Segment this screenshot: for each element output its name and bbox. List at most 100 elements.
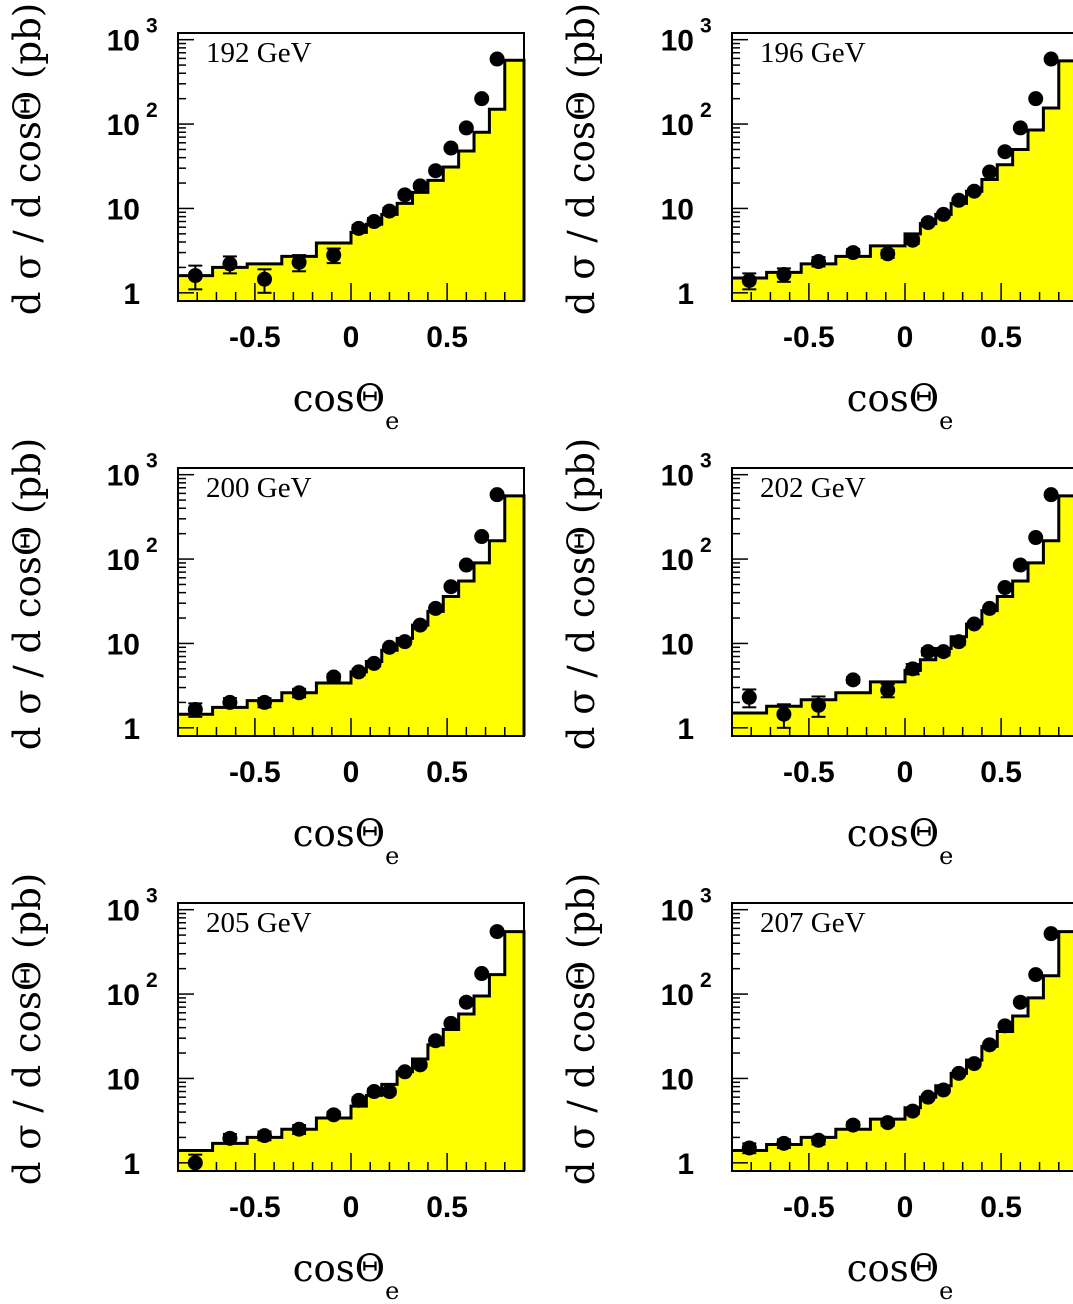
y-tick-label: 1 — [677, 713, 694, 746]
x-tick-label: 0.5 — [980, 756, 1022, 789]
data-point — [997, 580, 1013, 596]
x-axis-title: cosΘe — [847, 812, 954, 870]
data-point — [920, 644, 936, 660]
data-point — [1012, 557, 1028, 573]
data-point — [776, 266, 792, 282]
data-point — [428, 163, 444, 179]
histogram-fill — [178, 931, 524, 1171]
data-point — [489, 924, 505, 940]
energy-label: 200 GeV — [206, 472, 312, 504]
x-tick-label: -0.5 — [783, 756, 835, 789]
x-tick-label: 0 — [343, 756, 360, 789]
data-point — [811, 1132, 826, 1148]
x-axis-title-subscript: e — [939, 842, 953, 870]
data-point — [982, 600, 998, 616]
data-point — [458, 557, 474, 573]
x-axis-title-main: cosΘ — [293, 1247, 385, 1290]
data-point — [880, 1115, 896, 1131]
y-tick-label: 1 — [677, 1148, 694, 1181]
data-point — [397, 634, 413, 650]
data-point — [351, 1092, 367, 1108]
data-point — [845, 672, 861, 688]
x-axis-title-subscript: e — [385, 407, 399, 435]
x-tick-label: -0.5 — [229, 756, 281, 789]
y-axis-title: d σ / d cosΘ (pb) — [560, 438, 603, 750]
data-point — [474, 529, 490, 545]
data-point — [776, 706, 792, 722]
histogram-line — [178, 930, 526, 1171]
data-point — [905, 1103, 921, 1119]
data-point — [351, 220, 367, 236]
y-tick-label: 10 — [661, 460, 694, 493]
data-point — [935, 206, 951, 222]
data-point — [1043, 51, 1059, 67]
x-axis-title-main: cosΘ — [293, 812, 385, 855]
data-point — [412, 617, 428, 633]
y-tick-exponent: 3 — [700, 15, 712, 38]
data-point — [366, 1084, 382, 1100]
x-axis-title: cosΘe — [293, 377, 400, 435]
data-point — [257, 694, 272, 710]
data-point — [982, 164, 998, 180]
histogram-fill — [178, 60, 524, 302]
data-point — [489, 487, 505, 503]
y-tick-label: 1 — [123, 713, 140, 746]
histogram-line — [732, 494, 1073, 715]
data-point — [920, 1089, 936, 1105]
data-point — [997, 144, 1013, 160]
energy-label: 196 GeV — [760, 37, 866, 69]
data-point — [381, 639, 397, 655]
data-point — [1043, 926, 1059, 942]
data-point — [412, 1057, 428, 1073]
data-point — [443, 579, 459, 595]
data-point — [443, 140, 459, 156]
x-axis-title-main: cosΘ — [847, 1247, 939, 1290]
data-point — [428, 1033, 444, 1049]
y-axis-title: d σ / d cosΘ (pb) — [560, 3, 603, 315]
x-axis-title: cosΘe — [293, 1247, 400, 1304]
data-point — [257, 1128, 272, 1144]
y-tick-exponent: 3 — [700, 885, 712, 908]
x-tick-label: -0.5 — [229, 321, 281, 354]
y-tick-label: 10 — [661, 25, 694, 58]
data-point — [397, 1064, 413, 1080]
histogram-line — [178, 58, 526, 301]
y-tick-label: 10 — [107, 109, 140, 142]
data-point — [443, 1015, 459, 1031]
y-tick-label: 10 — [661, 193, 694, 226]
data-point — [1012, 994, 1028, 1010]
x-tick-label: 0 — [343, 1191, 360, 1224]
y-tick-label: 10 — [661, 628, 694, 661]
chart-panel: 1 10 10 2 10 3 -0.5 0 0.5 d σ / d cosΘ (pb) cosΘe 2… — [560, 438, 1073, 870]
data-point — [935, 644, 951, 660]
data-point — [489, 51, 505, 67]
data-point — [741, 689, 757, 705]
data-point — [474, 91, 490, 107]
x-tick-label: 0.5 — [426, 321, 468, 354]
data-point — [458, 994, 474, 1010]
y-tick-exponent: 2 — [146, 99, 158, 122]
data-point — [187, 1155, 203, 1171]
x-axis-title-main: cosΘ — [847, 377, 939, 420]
data-point — [458, 120, 474, 136]
y-tick-exponent: 2 — [700, 99, 712, 122]
x-axis-title: cosΘe — [293, 812, 400, 870]
x-tick-label: 0 — [897, 756, 914, 789]
data-point — [326, 1107, 342, 1123]
data-point — [811, 697, 826, 713]
data-point — [291, 1121, 307, 1137]
chart-panel: 1 10 10 2 10 3 -0.5 0 0.5 d σ / d cosΘ (pb) cosΘe 2… — [6, 438, 526, 870]
data-point — [474, 966, 490, 982]
data-point — [1012, 120, 1028, 136]
data-point — [845, 245, 861, 261]
y-tick-exponent: 3 — [700, 450, 712, 473]
y-tick-label: 10 — [107, 544, 140, 577]
energy-label: 202 GeV — [760, 472, 866, 504]
data-point — [187, 268, 203, 284]
x-tick-label: -0.5 — [229, 1191, 281, 1224]
y-tick-label: 1 — [677, 278, 694, 311]
data-point — [905, 232, 921, 248]
x-tick-label: 0.5 — [426, 1191, 468, 1224]
y-axis-title: d σ / d cosΘ (pb) — [6, 3, 49, 315]
